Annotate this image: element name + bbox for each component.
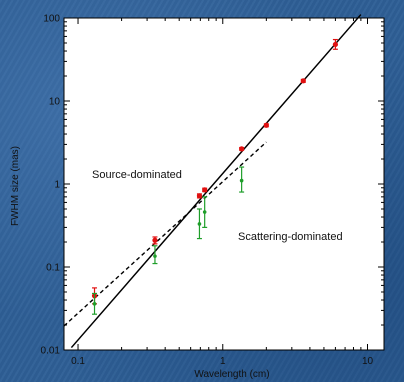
y-tick-label: 1 xyxy=(54,180,60,191)
y-tick-label: 0.01 xyxy=(41,346,61,357)
y-tick-label: 100 xyxy=(43,14,60,25)
y-tick-label: 10 xyxy=(49,97,61,108)
scattering-point xyxy=(153,254,157,258)
scattering-point xyxy=(202,210,207,214)
fit-lines xyxy=(63,14,362,349)
x-tick-label: 0.1 xyxy=(71,356,85,367)
source-point xyxy=(152,237,158,243)
x-tick-label: 1 xyxy=(220,356,226,367)
source-point xyxy=(239,146,245,152)
x-tick-label: 10 xyxy=(362,356,374,367)
scattering-point xyxy=(92,302,97,306)
annotation-scattering-dominated: Scattering-dominated xyxy=(238,231,343,243)
source-point xyxy=(263,122,269,128)
axis-ticks: 0.1 1 10 0.01 0.1 1 10 100 xyxy=(41,14,384,367)
source-point xyxy=(202,187,208,193)
scattering-point xyxy=(197,222,202,226)
solid-fit-line xyxy=(70,14,362,349)
y-axis-title: FWHM size (mas) xyxy=(10,146,21,226)
plot-frame xyxy=(63,17,385,351)
data-points xyxy=(91,38,338,315)
source-point xyxy=(196,193,203,199)
x-axis-title: Wavelength (cm) xyxy=(194,369,269,380)
source-point xyxy=(300,78,306,84)
y-tick-label: 0.1 xyxy=(46,263,60,274)
source-point xyxy=(332,41,338,48)
annotation-source-dominated: Source-dominated xyxy=(92,169,182,181)
dashed-fit-line xyxy=(63,141,267,327)
scattering-point xyxy=(239,178,244,183)
